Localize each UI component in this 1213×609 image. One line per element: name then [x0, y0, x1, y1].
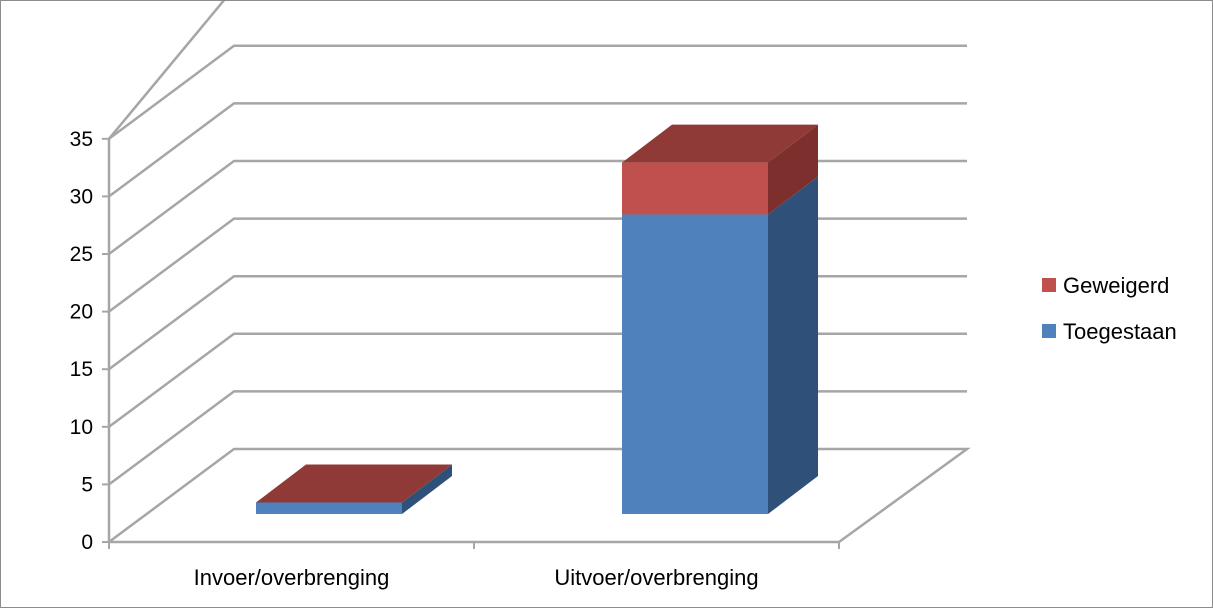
chart-walls — [102, 1, 971, 549]
y-tick-label: 35 — [70, 128, 93, 151]
y-tick-label: 20 — [70, 301, 93, 324]
bar-side-toegestaan — [402, 464, 452, 514]
bar-toegestaan — [622, 214, 768, 515]
category-label: Uitvoer/overbrenging — [554, 565, 758, 590]
bar-top-geweigerd — [622, 124, 818, 163]
y-tick-label: 25 — [70, 243, 93, 266]
gridline — [108, 390, 967, 486]
gridline-top-diagonal — [108, 1, 226, 140]
y-tick-label: 10 — [70, 416, 93, 439]
floor — [108, 447, 971, 544]
gridline — [108, 217, 967, 313]
gridline — [108, 44, 967, 140]
bar-toegestaan — [256, 502, 402, 514]
legend-swatch-toegestaan — [1042, 324, 1056, 338]
gridline — [108, 159, 967, 256]
bar-geweigerd — [622, 162, 768, 215]
bar-top-geweigerd — [256, 464, 452, 503]
legend-label-toegestaan: Toegestaan — [1063, 319, 1177, 344]
x-axis-category-labels: Invoer/overbrenging Uitvoer/overbrenging — [194, 565, 759, 590]
y-tick-label: 30 — [70, 185, 93, 208]
category-label: Invoer/overbrenging — [194, 565, 390, 590]
gridline — [108, 102, 967, 198]
gridline — [108, 274, 967, 371]
bars — [256, 124, 818, 515]
bar-side-toegestaan — [768, 176, 818, 515]
gridline — [108, 332, 967, 428]
legend-label-geweigerd: Geweigerd — [1063, 273, 1169, 298]
y-tick-label: 0 — [81, 531, 93, 554]
legend-swatch-geweigerd — [1042, 278, 1056, 292]
bar-side-geweigerd — [768, 124, 818, 215]
legend: Geweigerd Toegestaan — [1042, 273, 1177, 344]
y-tick-label: 15 — [70, 358, 93, 381]
y-axis-tick-labels: 0 5 10 15 20 25 30 35 — [70, 128, 93, 554]
y-tick-label: 5 — [81, 473, 93, 496]
